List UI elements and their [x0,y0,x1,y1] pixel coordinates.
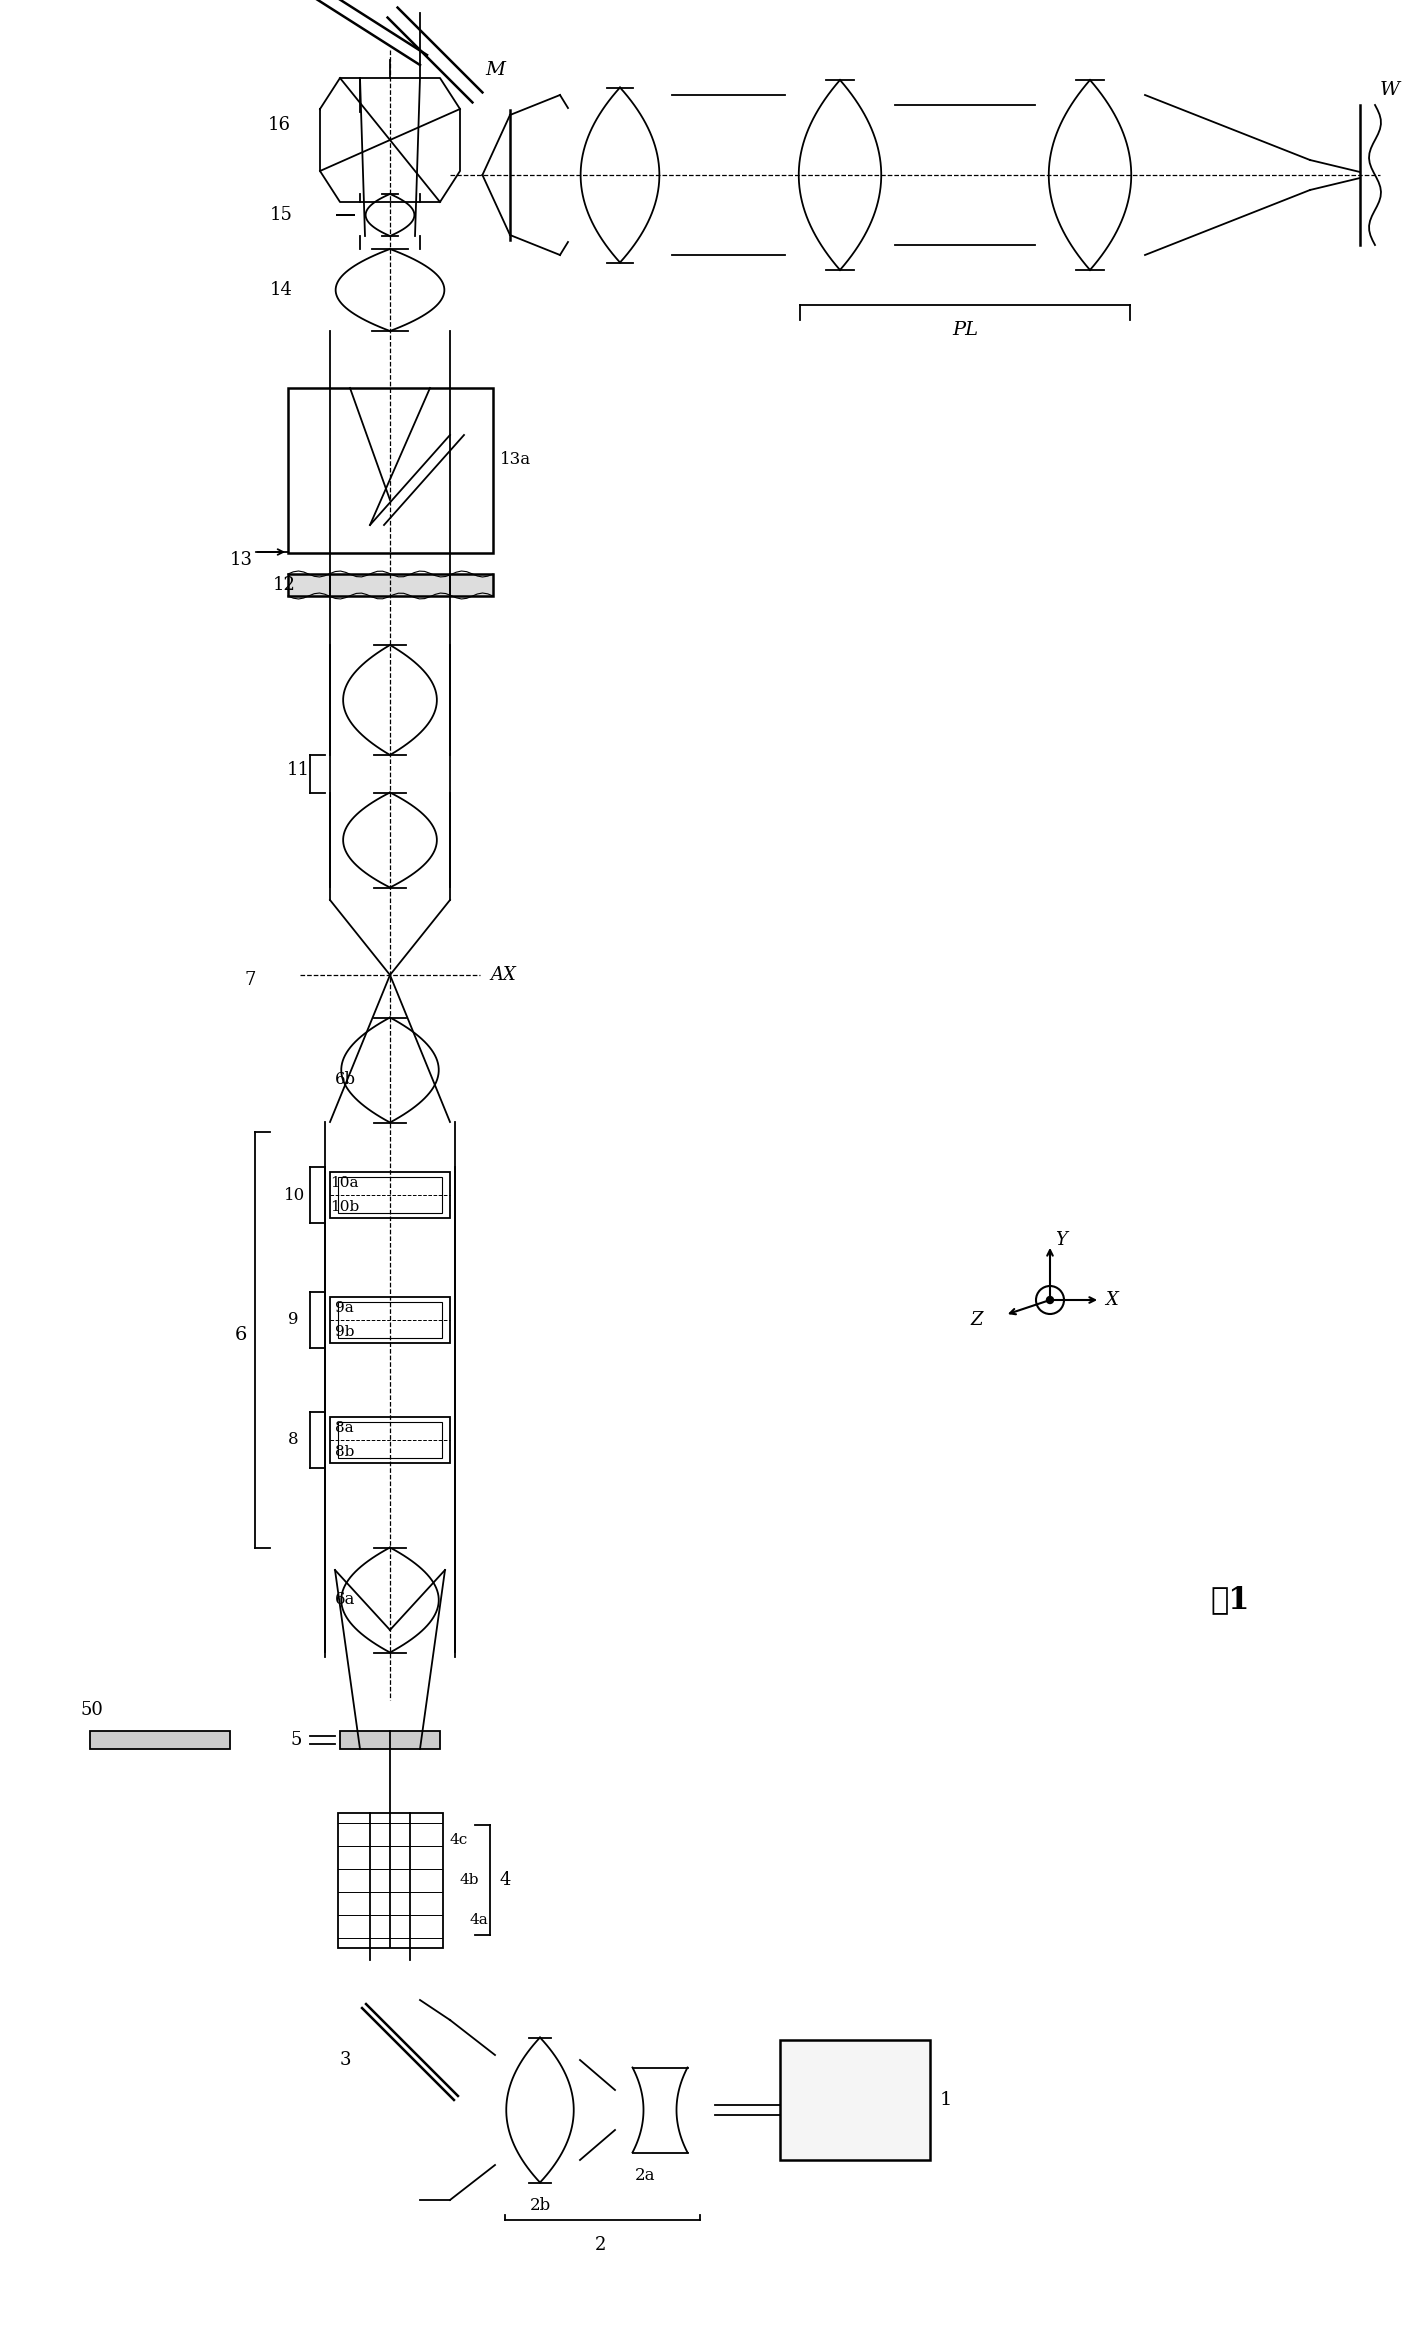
Text: 1: 1 [941,2091,952,2110]
Bar [90,1730,231,1749]
Text: 14: 14 [270,282,292,298]
Text: 10: 10 [284,1185,305,1204]
Bar [337,1423,441,1458]
Text: W: W [1381,82,1400,100]
Text: X: X [1105,1290,1118,1309]
Text: 2a: 2a [634,2166,655,2185]
Text: 4b: 4b [460,1873,479,1886]
Text: Y: Y [1054,1232,1067,1248]
Bar [337,1302,441,1337]
Text: 8: 8 [288,1432,298,1449]
Text: 4a: 4a [470,1912,489,1926]
Text: 10b: 10b [330,1199,360,1213]
Text: 50: 50 [80,1700,103,1719]
Text: 8b: 8b [335,1444,354,1458]
Text: 5: 5 [290,1730,301,1749]
Bar [780,2040,929,2159]
Bar [288,573,494,596]
Bar [330,1171,450,1218]
Text: 9a: 9a [335,1302,354,1316]
Text: 10a: 10a [330,1176,359,1190]
Text: 6b: 6b [335,1071,356,1088]
Text: 13: 13 [231,552,253,568]
Text: 2b: 2b [530,2196,551,2213]
Text: Z: Z [970,1311,983,1330]
Text: 9: 9 [288,1311,298,1328]
Bar [330,1416,450,1463]
Bar [340,1730,440,1749]
Text: AX: AX [491,967,516,983]
Text: 4c: 4c [450,1833,468,1847]
Text: 4: 4 [501,1870,512,1889]
Text: 2: 2 [595,2236,606,2254]
Text: 図1: 図1 [1211,1584,1250,1616]
Text: 6a: 6a [335,1591,356,1609]
Bar [288,389,494,552]
Text: 3: 3 [340,2052,352,2068]
Text: 11: 11 [287,762,309,778]
Text: 16: 16 [269,116,291,135]
Bar [337,1812,443,1947]
Text: 9b: 9b [335,1325,354,1339]
Text: PL: PL [952,321,979,340]
Text: 6: 6 [235,1325,247,1344]
Text: 13a: 13a [501,452,531,468]
Circle shape [1046,1297,1053,1304]
Text: M: M [485,61,505,79]
Bar [337,1176,441,1213]
Text: 15: 15 [270,205,292,224]
Bar [330,1297,450,1344]
Text: 7: 7 [245,971,256,990]
Text: 8a: 8a [335,1421,354,1435]
Text: 12: 12 [273,575,295,594]
